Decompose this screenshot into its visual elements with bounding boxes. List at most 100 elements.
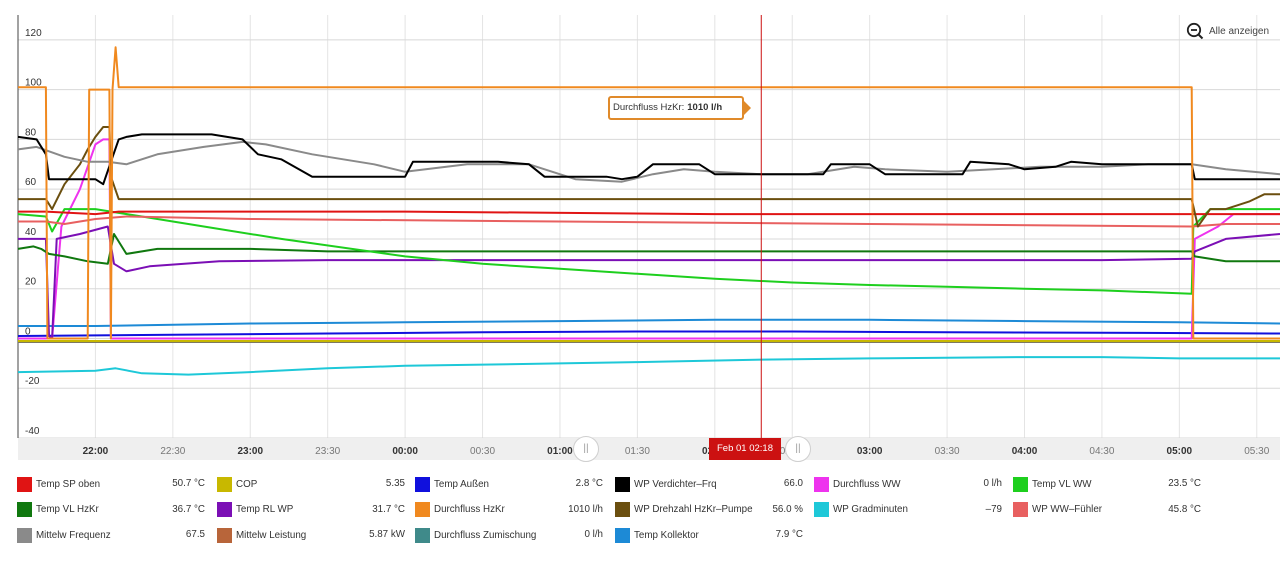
line-chart[interactable]: 22:00 22:30 23:00 23:30 00:00 00:30 01:00 01:30…: [0, 0, 1280, 470]
legend-value: 31.7 °C: [372, 503, 405, 515]
legend-swatch: [1013, 476, 1028, 492]
y-axis: -40 -20 0 20 40 60 80 100 120: [17, 15, 42, 438]
legend-item[interactable]: Durchfluss HzKr 1010 l/h: [415, 502, 603, 518]
x-tick-label: 01:00: [547, 446, 573, 457]
legend-value: 1010 l/h: [568, 503, 603, 515]
x-tick-label: 05:00: [1167, 446, 1193, 457]
legend-item[interactable]: WP Verdichter–Frq 66.0: [615, 476, 803, 492]
legend-swatch: [1013, 502, 1028, 517]
legend-swatch: [814, 476, 829, 492]
x-tick-label: 23:30: [315, 446, 340, 457]
zoom-out-icon: [1186, 22, 1204, 40]
y-tick-label: 20: [25, 277, 37, 288]
reset-zoom-button[interactable]: Alle anzeigen: [1186, 22, 1269, 40]
reset-zoom-label: Alle anzeigen: [1209, 25, 1270, 37]
legend-value: 0 l/h: [983, 478, 1002, 489]
x-tick-label: 03:30: [935, 446, 960, 457]
legend-name: Durchfluss WW: [833, 478, 901, 490]
legend-name: WP Verdichter–Frq: [634, 478, 717, 490]
y-tick-label: -20: [25, 376, 40, 387]
legend-swatch: [217, 527, 232, 543]
series-line-temp-kollektor: [18, 318, 1280, 327]
x-tick-label: 00:30: [470, 446, 495, 457]
navigator-right-handle[interactable]: ||: [785, 436, 811, 462]
series-line-temp-rl-wp: [18, 225, 1280, 340]
legend-name: Mittelw Leistung: [236, 529, 307, 541]
y-tick-label: 100: [25, 78, 42, 89]
legend-item[interactable]: WP Gradminuten –79: [814, 502, 1002, 518]
series-line-wp-ww-f-hler: [18, 215, 1280, 228]
legend-item[interactable]: Temp VL HzKr 36.7 °C: [17, 502, 205, 518]
legend-value: –79: [985, 503, 1002, 515]
legend-value: 5.35: [385, 478, 405, 489]
legend-swatch: [615, 502, 630, 517]
legend-item[interactable]: Durchfluss WW 0 l/h: [814, 476, 1002, 492]
legend-name: WP Gradminuten: [833, 504, 908, 515]
series-lines: [17, 46, 1280, 376]
legend-item[interactable]: WP WW–Fühler 45.8 °C: [1013, 502, 1201, 518]
legend-item[interactable]: Temp SP oben 50.7 °C: [17, 476, 205, 492]
legend-name: Temp Außen: [434, 478, 490, 490]
x-tick-label: 22:30: [160, 446, 185, 457]
y-tick-label: 120: [25, 28, 42, 39]
legend-name: Mittelw Frequenz: [36, 529, 111, 541]
legend-swatch: [615, 476, 630, 492]
legend-name: Temp RL WP: [236, 504, 294, 515]
x-tick-label: 03:00: [857, 446, 883, 457]
legend: Temp SP oben 50.7 °C COP 5.35 Temp Außen 2.8 …: [17, 476, 1280, 556]
legend-name: Temp VL WW: [1032, 478, 1092, 490]
legend-value: 36.7 °C: [172, 503, 205, 515]
navigator-left-handle[interactable]: ||: [573, 436, 599, 462]
legend-value: 45.8 °C: [1168, 503, 1201, 515]
legend-value: 23.5 °C: [1168, 478, 1201, 489]
legend-swatch: [415, 502, 430, 517]
legend-swatch: [814, 502, 829, 517]
series-line-durchfluss-hzkr: [18, 46, 1280, 340]
series-line-mittelw-frequenz: [17, 140, 1280, 183]
legend-value: 67.5: [185, 529, 205, 540]
x-axis: 22:00 22:30 23:00 23:30 00:00 00:30 01:00 01:30…: [18, 438, 1280, 460]
series-line-temp-vl-ww: [17, 208, 1280, 295]
legend-item[interactable]: Temp VL WW 23.5 °C: [1013, 476, 1201, 492]
x-tick-label: 00:00: [392, 446, 418, 457]
legend-item[interactable]: WP Drehzahl HzKr–Pumpe 56.0 %: [615, 502, 803, 518]
legend-item[interactable]: COP 5.35: [217, 476, 405, 492]
legend-swatch: [415, 476, 430, 492]
x-tick-label: 05:30: [1244, 446, 1269, 457]
legend-swatch: [217, 502, 232, 517]
legend-value: 5.87 kW: [369, 529, 405, 540]
legend-value: 66.0: [783, 478, 803, 489]
legend-name: COP: [236, 478, 258, 490]
legend-value: 2.8 °C: [575, 478, 603, 489]
series-line-wp-gradminuten: [17, 356, 1280, 376]
y-tick-label: 0: [25, 326, 31, 337]
legend-name: WP Drehzahl HzKr–Pumpe: [634, 504, 753, 515]
legend-swatch: [415, 527, 430, 543]
legend-name: Durchfluss Zumischung: [434, 529, 537, 541]
x-tick-label: 23:00: [237, 446, 263, 457]
legend-swatch: [17, 527, 32, 543]
cursor-time-label: Feb 01 02:18: [709, 438, 781, 460]
legend-name: Durchfluss HzKr: [434, 504, 505, 515]
legend-swatch: [615, 527, 630, 543]
legend-value: 50.7 °C: [172, 478, 205, 489]
data-tooltip: Durchfluss HzKr: 1010 l/h: [608, 96, 751, 120]
legend-name: WP WW–Fühler: [1032, 504, 1103, 515]
legend-item[interactable]: Durchfluss Zumischung 0 l/h: [415, 527, 603, 543]
legend-value: 56.0 %: [772, 503, 803, 515]
legend-swatch: [217, 476, 232, 492]
legend-item[interactable]: Temp Außen 2.8 °C: [415, 476, 603, 492]
legend-item[interactable]: Mittelw Frequenz 67.5: [17, 527, 205, 543]
legend-value: 0 l/h: [584, 529, 603, 540]
legend-swatch: [17, 502, 32, 517]
legend-item[interactable]: Temp RL WP 31.7 °C: [217, 502, 405, 518]
legend-item[interactable]: Mittelw Leistung 5.87 kW: [217, 527, 405, 543]
tooltip-series: Durchfluss HzKr:: [613, 102, 685, 113]
legend-item[interactable]: Temp Kollektor 7.9 °C: [615, 527, 803, 543]
tooltip-value: 1010 l/h: [687, 102, 723, 113]
legend-name: Temp Kollektor: [634, 529, 699, 541]
legend-swatch: [17, 476, 32, 492]
series-line-temp-au-en: [17, 330, 1280, 337]
series-line-temp-sp-oben: [18, 210, 1280, 216]
y-tick-label: 80: [25, 127, 37, 138]
